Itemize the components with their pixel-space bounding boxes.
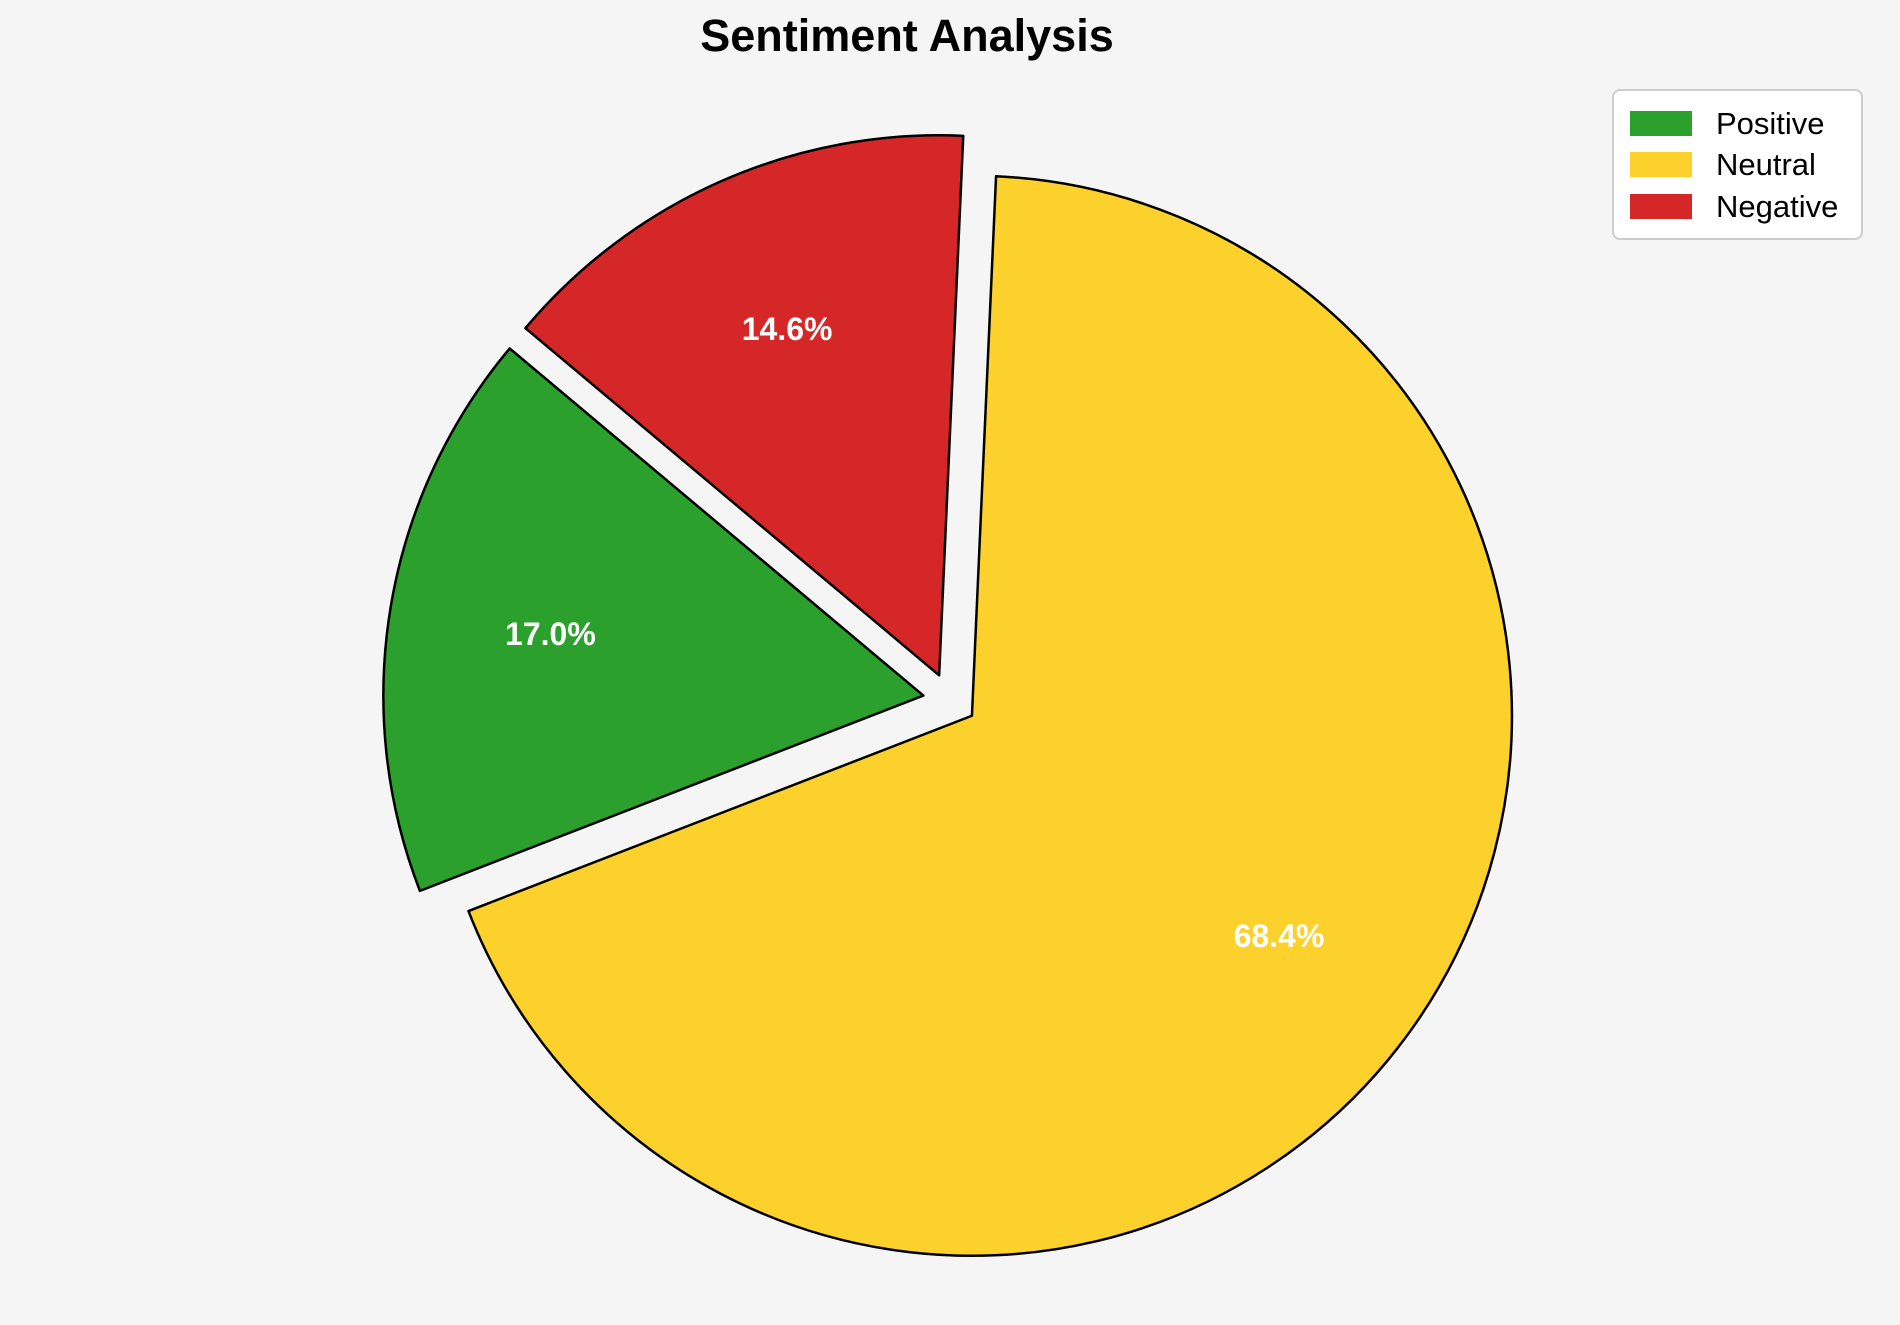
pie-pct-label-neutral: 68.4% bbox=[1234, 918, 1325, 954]
legend-label-negative: Negative bbox=[1716, 188, 1839, 224]
pie-pct-label-positive: 17.0% bbox=[505, 616, 596, 652]
legend-item-negative: Negative bbox=[1630, 188, 1845, 224]
legend: Positive Neutral Negative bbox=[1612, 89, 1863, 240]
chart-title: Sentiment Analysis bbox=[700, 10, 1114, 61]
pie-pct-label-negative: 14.6% bbox=[742, 311, 833, 347]
pie-slice-neutral bbox=[467, 175, 1514, 1257]
pie-slice-positive bbox=[382, 347, 925, 893]
legend-swatch-positive bbox=[1630, 110, 1692, 136]
legend-item-neutral: Neutral bbox=[1630, 147, 1845, 183]
legend-label-positive: Positive bbox=[1716, 105, 1825, 141]
pie-slice-negative bbox=[524, 134, 965, 677]
legend-swatch-neutral bbox=[1630, 152, 1692, 177]
legend-item-positive: Positive bbox=[1630, 105, 1845, 141]
legend-swatch-negative bbox=[1630, 193, 1692, 219]
legend-label-neutral: Neutral bbox=[1716, 147, 1816, 182]
